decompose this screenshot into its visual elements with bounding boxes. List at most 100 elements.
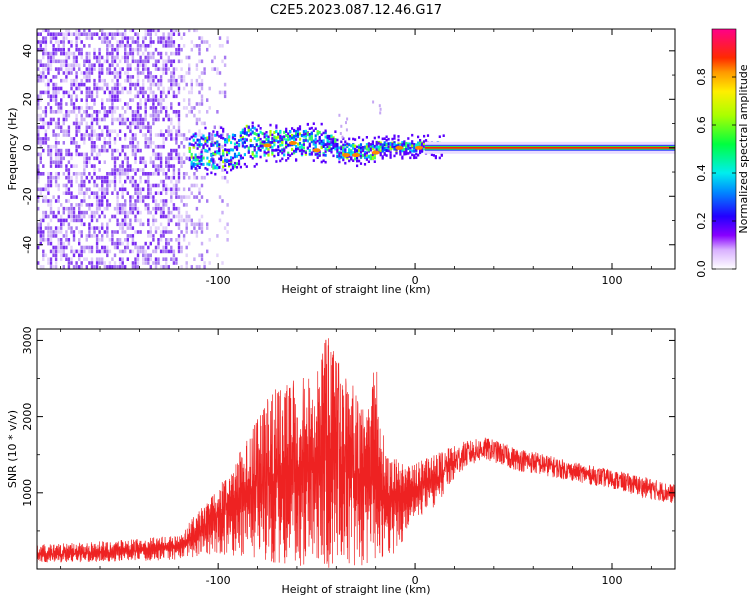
spectrogram-cell <box>129 67 132 71</box>
spectrogram-cell <box>180 47 183 52</box>
spectrogram-cell <box>47 191 50 195</box>
snr-series-line <box>37 338 675 568</box>
spectrogram-cell <box>39 137 42 141</box>
spectrogram-cell <box>116 156 119 161</box>
spectrogram-cell <box>152 172 155 176</box>
spectrogram-cell <box>200 241 204 246</box>
spectrogram-cell <box>243 127 246 131</box>
spectrogram-cell <box>67 55 71 60</box>
spectrogram-cell <box>121 249 124 254</box>
spectrogram-cell <box>310 135 313 138</box>
spectrogram-cell <box>101 249 104 254</box>
spectrogram-cell <box>108 129 112 133</box>
spectrogram-cell <box>42 36 45 40</box>
spectrogram-cell <box>80 71 83 75</box>
spectrogram-cell <box>247 128 250 132</box>
spectrogram-cell <box>165 214 168 219</box>
spectrogram-cell <box>147 141 150 145</box>
spectrogram-cell <box>113 71 117 75</box>
spectrogram-cell <box>175 206 178 211</box>
spectrogram-cell <box>98 75 101 79</box>
spectrogram-cell <box>52 133 55 137</box>
spectrogram-cell <box>172 257 176 261</box>
spectrogram-cell <box>116 199 119 203</box>
spectrogram-cell <box>167 113 170 118</box>
spectrogram-cell <box>352 137 355 141</box>
spectrogram-cell <box>106 245 109 250</box>
spectrogram-cell <box>200 40 204 44</box>
spectrogram-cell <box>126 71 129 75</box>
spectrogram-cell <box>83 191 86 195</box>
spectrogram-cell <box>111 241 114 246</box>
spectrogram-cell <box>103 40 106 44</box>
spectrogram-cell <box>42 121 45 126</box>
spectrogram-cell <box>170 133 173 137</box>
spectrogram-cell <box>223 160 227 164</box>
spectrogram-cell <box>381 155 384 158</box>
spectrogram-cell <box>70 110 73 114</box>
spectrogram-cell <box>142 94 145 99</box>
spectrogram-cell <box>165 137 168 141</box>
spectrogram-cell <box>172 191 176 195</box>
spectrogram-cell <box>54 261 58 265</box>
spectrogram-cell <box>62 249 65 254</box>
spectrogram-cell <box>172 148 176 153</box>
spectrogram-cell <box>190 218 193 223</box>
spectrogram-cell <box>142 117 145 122</box>
colorbar-axes: 0.00.20.40.60.8 <box>695 68 736 278</box>
spectrogram-cell <box>93 195 96 199</box>
spectrogram-cell <box>124 29 127 33</box>
spectrogram-cell <box>85 210 88 215</box>
spectrogram-cell <box>54 152 58 157</box>
spectrogram-cell <box>113 156 117 161</box>
spectrogram-cell <box>39 75 42 79</box>
spectrogram-cell <box>116 44 119 48</box>
spectrogram-cell <box>159 67 163 71</box>
spectrogram-cell <box>62 113 65 118</box>
spectrogram-cell <box>116 40 119 44</box>
spectrogram-cell <box>237 159 241 163</box>
spectrogram-cell <box>367 142 370 145</box>
spectrogram-cell <box>121 230 124 234</box>
spectrogram-cell <box>57 40 60 44</box>
spectrogram-cell <box>350 144 353 148</box>
spectrogram-cell <box>113 206 117 211</box>
spectrogram-cell <box>157 113 160 118</box>
snr-frame <box>36 328 676 570</box>
spectrogram-cell <box>142 44 145 48</box>
spectrogram-cell <box>80 214 83 219</box>
spectrogram-cell <box>328 146 331 150</box>
spectrogram-cell <box>283 148 286 151</box>
spectrogram-cell <box>54 265 58 269</box>
spectrogram-cell <box>62 218 65 223</box>
spectrogram-cell <box>255 154 258 158</box>
spectrogram-cell <box>39 265 42 269</box>
spectrogram-cell <box>152 106 155 110</box>
spectrogram-cell <box>188 147 191 150</box>
spectrogram-cell <box>72 106 76 110</box>
spectrogram-cell <box>126 75 129 79</box>
spectrogram-cell <box>57 32 60 36</box>
spectrogram-cell <box>298 149 302 153</box>
spectrogram-cell <box>296 142 300 146</box>
spectrogram-cell <box>281 151 284 155</box>
spectrogram-cell <box>182 32 186 36</box>
spectrogram-cell <box>293 135 296 139</box>
spectrogram-cell <box>54 47 58 52</box>
spectrogram-cell <box>136 141 140 145</box>
spectrogram-cell <box>134 199 137 203</box>
spectrogram-cell <box>95 59 99 64</box>
spectrogram-cell <box>93 110 96 114</box>
spectrogram-cell <box>200 98 204 102</box>
spectrogram-cell <box>154 29 158 33</box>
spectrogram-cell <box>358 148 361 152</box>
spectrogram-cell <box>208 137 211 141</box>
spectrogram-cell <box>44 90 48 95</box>
spectrogram-cell <box>47 121 50 126</box>
spectrogram-cell <box>139 106 142 110</box>
spectrogram-cell <box>172 78 176 83</box>
spectrogram-cell <box>180 160 183 164</box>
spectrogram-cell <box>42 164 45 168</box>
spectrogram-cell <box>190 47 193 52</box>
spectrogram-cell <box>108 110 112 114</box>
